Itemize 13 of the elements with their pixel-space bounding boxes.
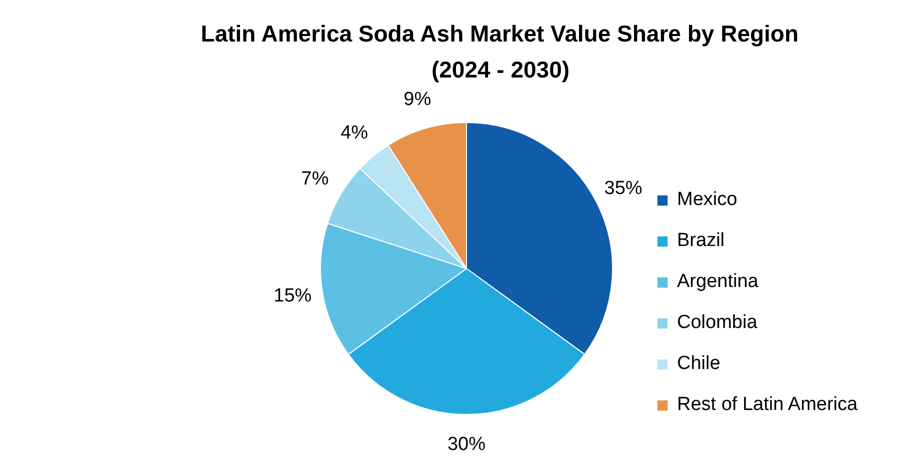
legend-label: Argentina (677, 271, 758, 293)
data-label: 15% (274, 286, 312, 307)
legend-label: Brazil (677, 230, 725, 252)
data-label: 30% (447, 434, 486, 455)
data-label: 4% (340, 122, 368, 144)
legend-label: Mexico (677, 189, 738, 211)
legend-label: Rest of Latin America (677, 394, 858, 416)
data-label: 35% (604, 178, 642, 200)
data-label: 9% (404, 88, 432, 110)
legend-label: Colombia (677, 312, 758, 334)
data-label: 7% (301, 168, 329, 190)
legend-label: Chile (677, 353, 720, 375)
chart-title: Latin America Soda Ash Market Value Share by Region (2024 - 2030) (200, 20, 799, 82)
